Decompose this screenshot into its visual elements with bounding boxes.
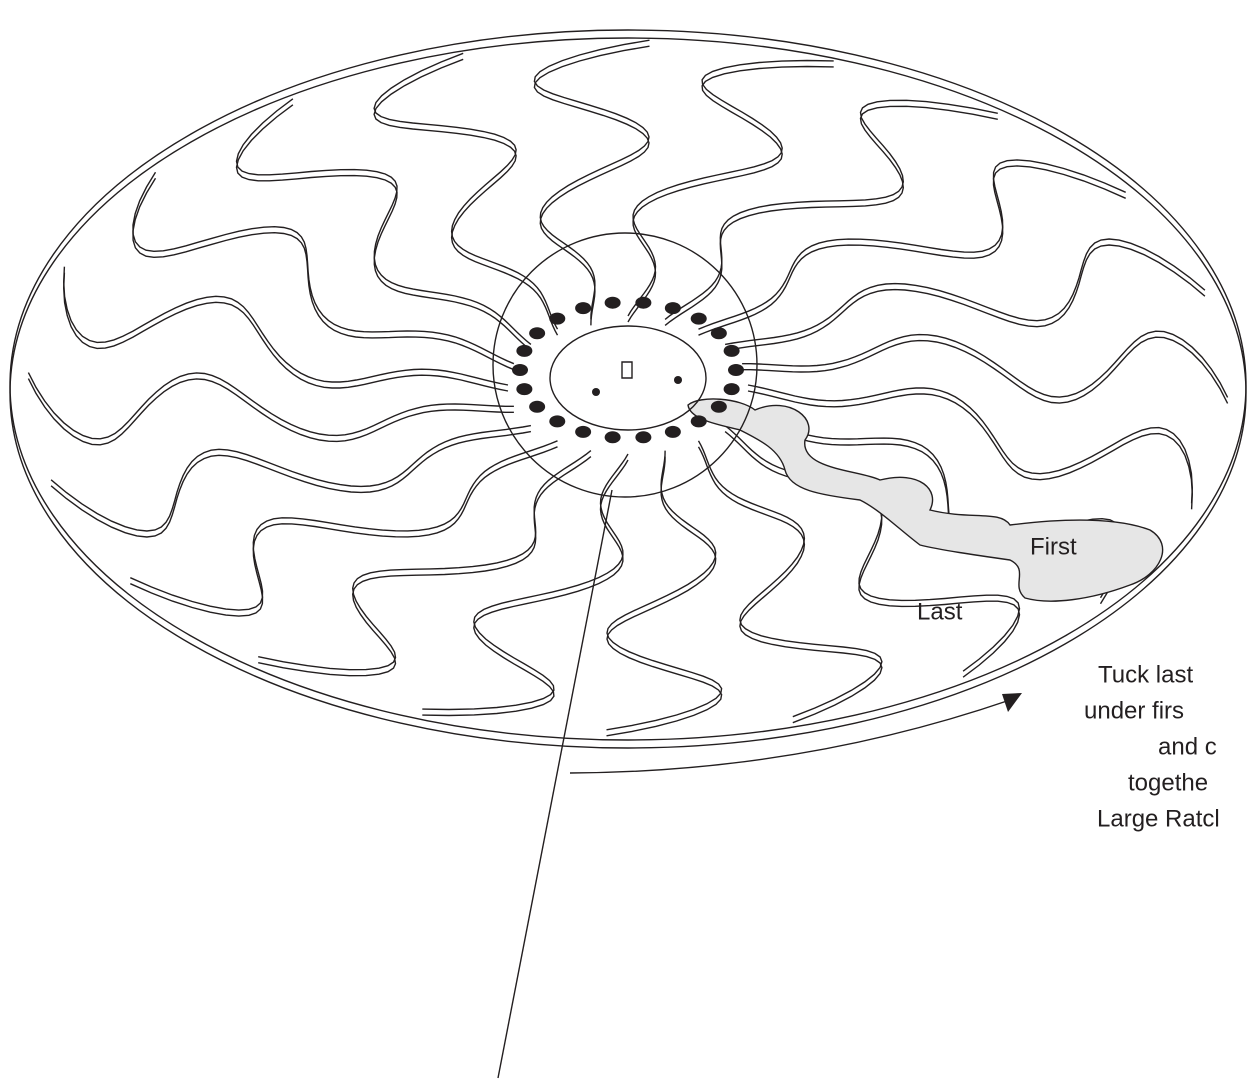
ring-hole [529, 327, 545, 339]
puzzle-pieces [28, 40, 1227, 736]
outer-mat-thickness [10, 38, 1246, 748]
piece-seam [607, 451, 722, 730]
callout-line [498, 490, 612, 1078]
piece-seam-shadow [133, 178, 514, 369]
piece-seam [133, 172, 514, 363]
piece-seam-shadow [130, 447, 557, 616]
ring-hole [605, 297, 621, 309]
assembly-diagram: First Last Tuck last under firs and c to… [0, 0, 1257, 1081]
ring-hole [575, 426, 591, 438]
ring-hole [635, 431, 651, 443]
piece-seam [237, 99, 531, 345]
first-piece-highlight [688, 399, 1163, 601]
piece-seam [699, 160, 1126, 329]
ring-hole [635, 297, 651, 309]
ring-hole [724, 345, 740, 357]
piece-seam [64, 267, 508, 385]
arrow-head [1002, 693, 1022, 712]
detail-circle [493, 233, 757, 497]
stud [592, 388, 600, 396]
piece-seam [628, 61, 834, 317]
ring-hole [516, 345, 532, 357]
ring-hole [549, 313, 565, 325]
ring-hole [529, 401, 545, 413]
instruction-line: Tuck last [1098, 661, 1193, 688]
piece-seam-shadow [725, 245, 1205, 350]
last-label: Last [917, 598, 963, 625]
ring-hole [728, 364, 744, 376]
instruction-line: under firs [1084, 697, 1184, 724]
piece-seam-shadow [28, 379, 514, 445]
ring-hole [711, 327, 727, 339]
ring-hole [516, 383, 532, 395]
piece-seam [422, 454, 628, 710]
first-label: First [1030, 533, 1077, 560]
arrow-curve [570, 700, 1010, 773]
piece-seam-shadow [374, 59, 557, 335]
ring-hole [691, 313, 707, 325]
page: First Last Tuck last under firs and c to… [0, 0, 1257, 1081]
ring-hole [665, 302, 681, 314]
center-post [622, 362, 632, 378]
piece-seam-shadow [742, 337, 1228, 403]
piece-seam-shadow [628, 67, 834, 323]
piece-seam [28, 373, 514, 439]
ring-hole [711, 401, 727, 413]
ring-hole [512, 364, 528, 376]
ring-hole [691, 415, 707, 427]
stud [674, 376, 682, 384]
piece-seam [725, 239, 1205, 344]
instruction-line: Large Ratcl [1097, 805, 1220, 832]
piece-seam-shadow [422, 460, 628, 716]
ring-hole [665, 426, 681, 438]
piece-seam-shadow [51, 432, 531, 537]
instruction-line: and c [1158, 733, 1217, 760]
ring-hole [575, 302, 591, 314]
instruction-line: togethe [1128, 769, 1208, 796]
outer-mat-edge [10, 30, 1246, 740]
ring-hole [724, 383, 740, 395]
ring-hole [605, 431, 621, 443]
piece-seam [742, 331, 1228, 397]
piece-seam-shadow [534, 46, 649, 325]
ring-hole [549, 415, 565, 427]
piece-seam [51, 426, 531, 531]
piece-seam [374, 53, 557, 329]
